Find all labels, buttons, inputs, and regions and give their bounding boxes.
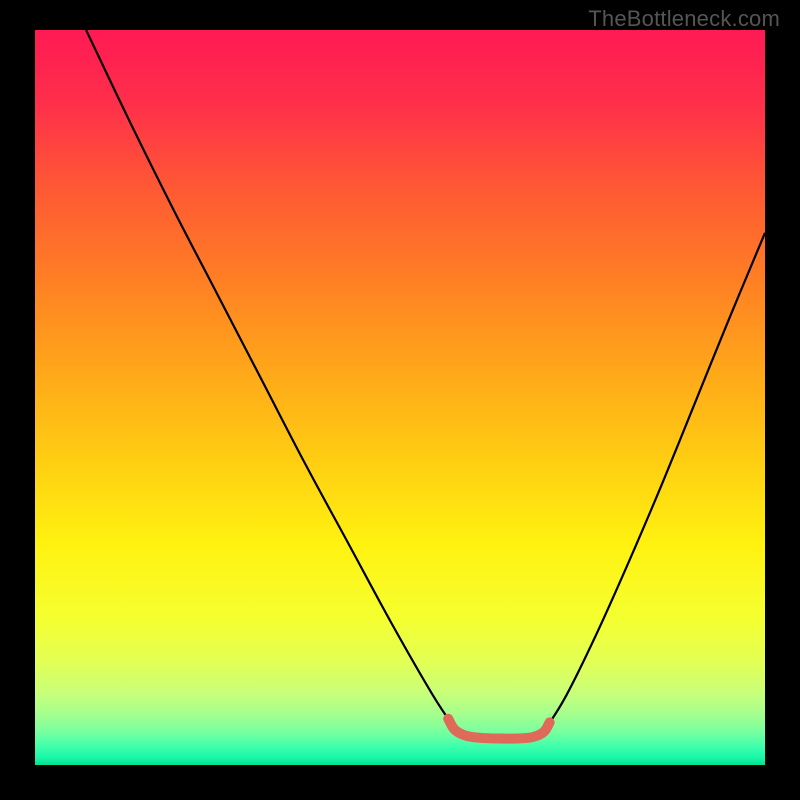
curve-right-branch: [546, 233, 765, 728]
curve-left-branch: [86, 30, 455, 728]
plot-area: [35, 30, 765, 765]
trough-marker: [448, 719, 549, 739]
watermark-text: TheBottleneck.com: [588, 6, 780, 32]
chart-container: TheBottleneck.com: [0, 0, 800, 800]
curve-overlay: [35, 30, 765, 765]
